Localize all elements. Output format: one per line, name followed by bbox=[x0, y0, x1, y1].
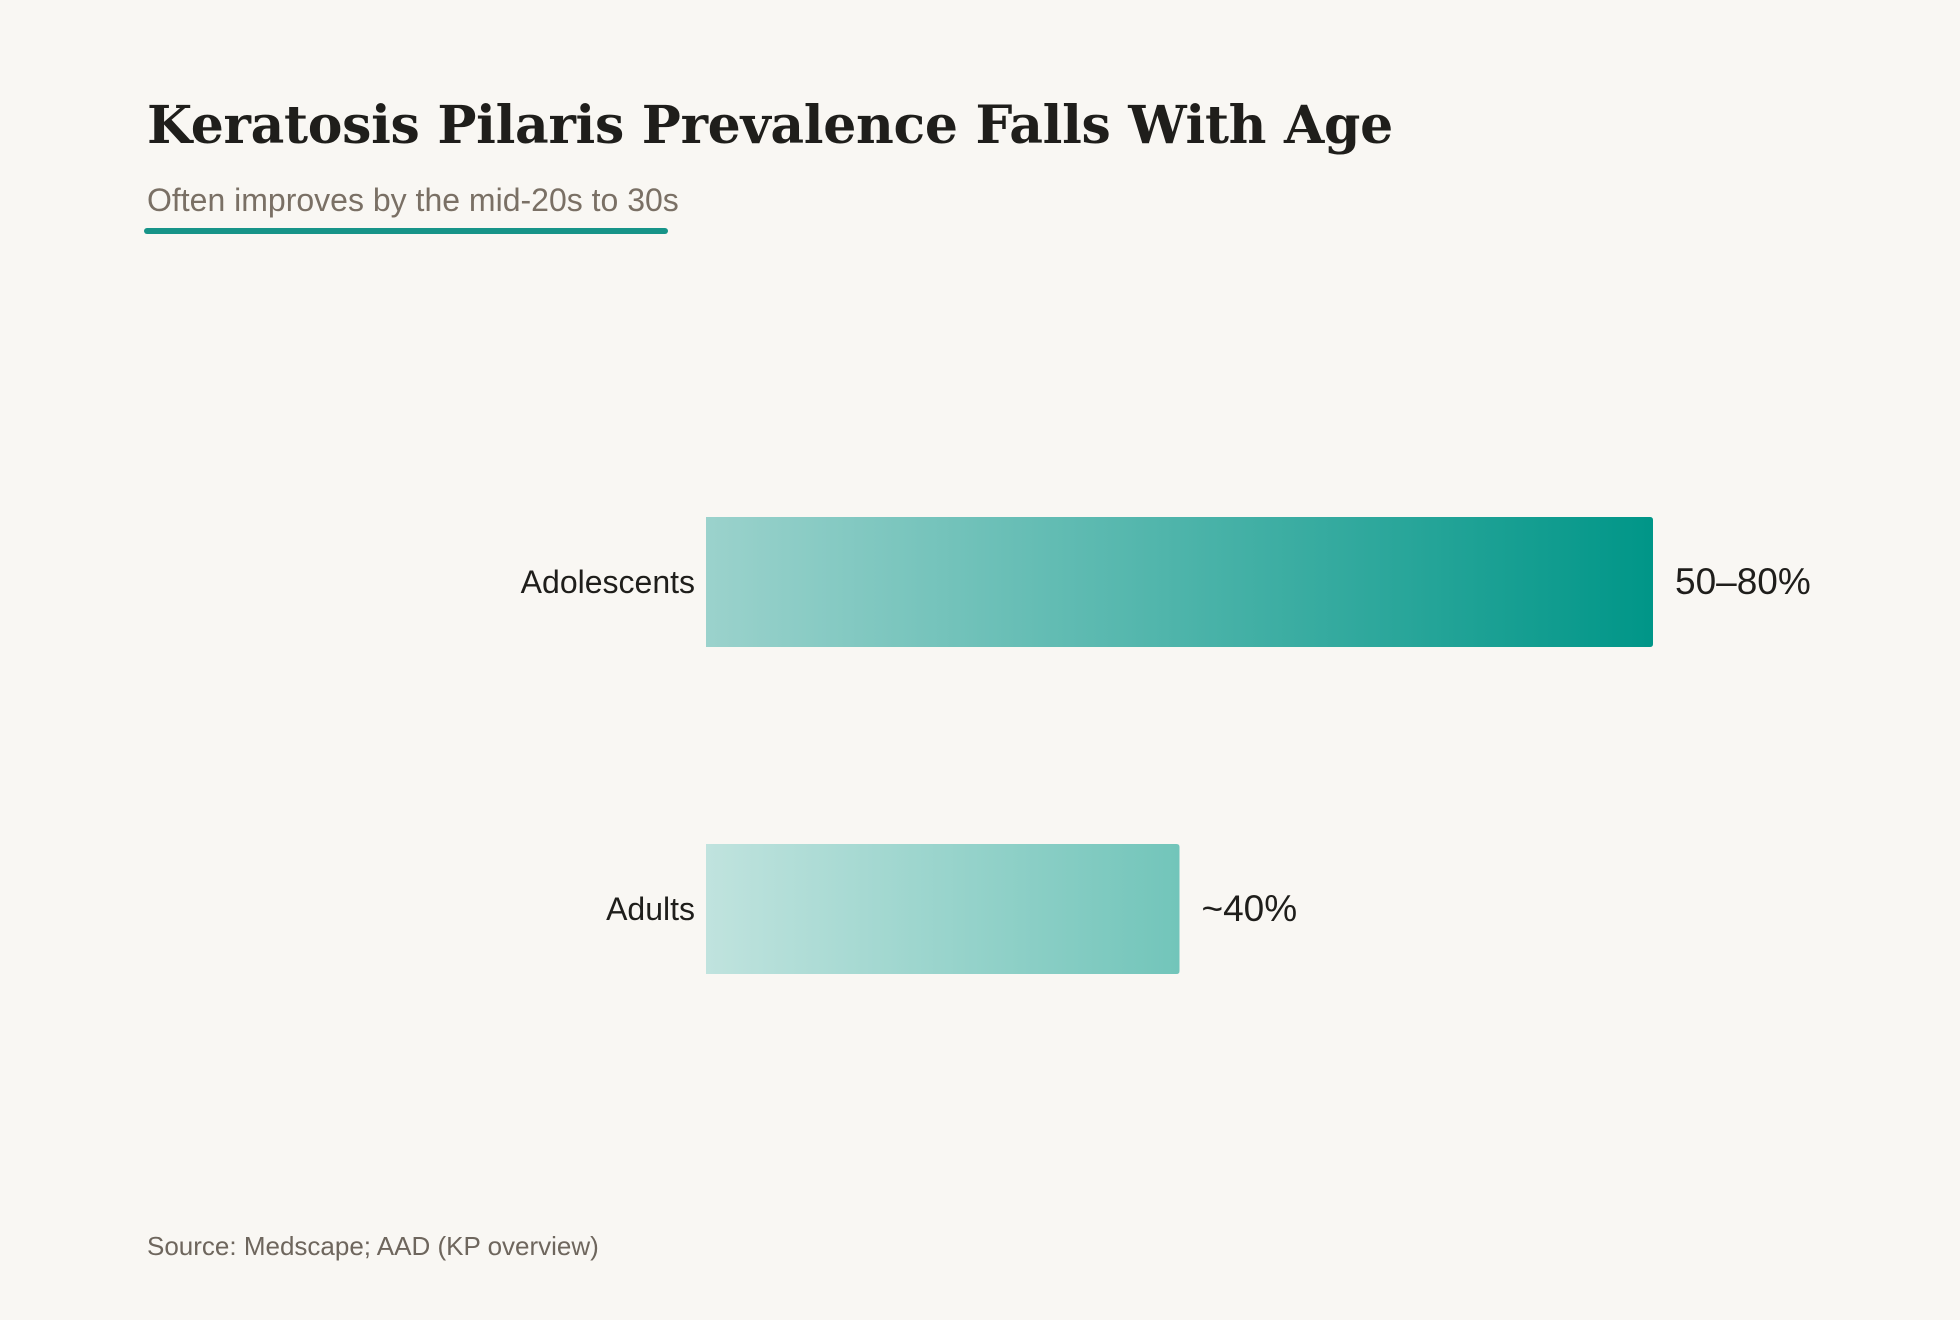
bar-adolescents bbox=[706, 517, 1653, 647]
bar-adults bbox=[706, 844, 1180, 974]
value-label: 50–80% bbox=[1675, 561, 1811, 602]
source-note: Source: Medscape; AAD (KP overview) bbox=[147, 1231, 599, 1261]
chart-subtitle: Often improves by the mid-20s to 30s bbox=[147, 182, 679, 218]
chart-title: Keratosis Pilaris Prevalence Falls With … bbox=[147, 95, 1393, 156]
value-label: ~40% bbox=[1202, 888, 1298, 929]
subtitle-accent-rule bbox=[144, 228, 668, 234]
bars-layer: Adolescents 50–80% Adults ~40% bbox=[521, 517, 1811, 974]
category-label: Adults bbox=[606, 891, 695, 927]
category-label: Adolescents bbox=[521, 564, 695, 600]
